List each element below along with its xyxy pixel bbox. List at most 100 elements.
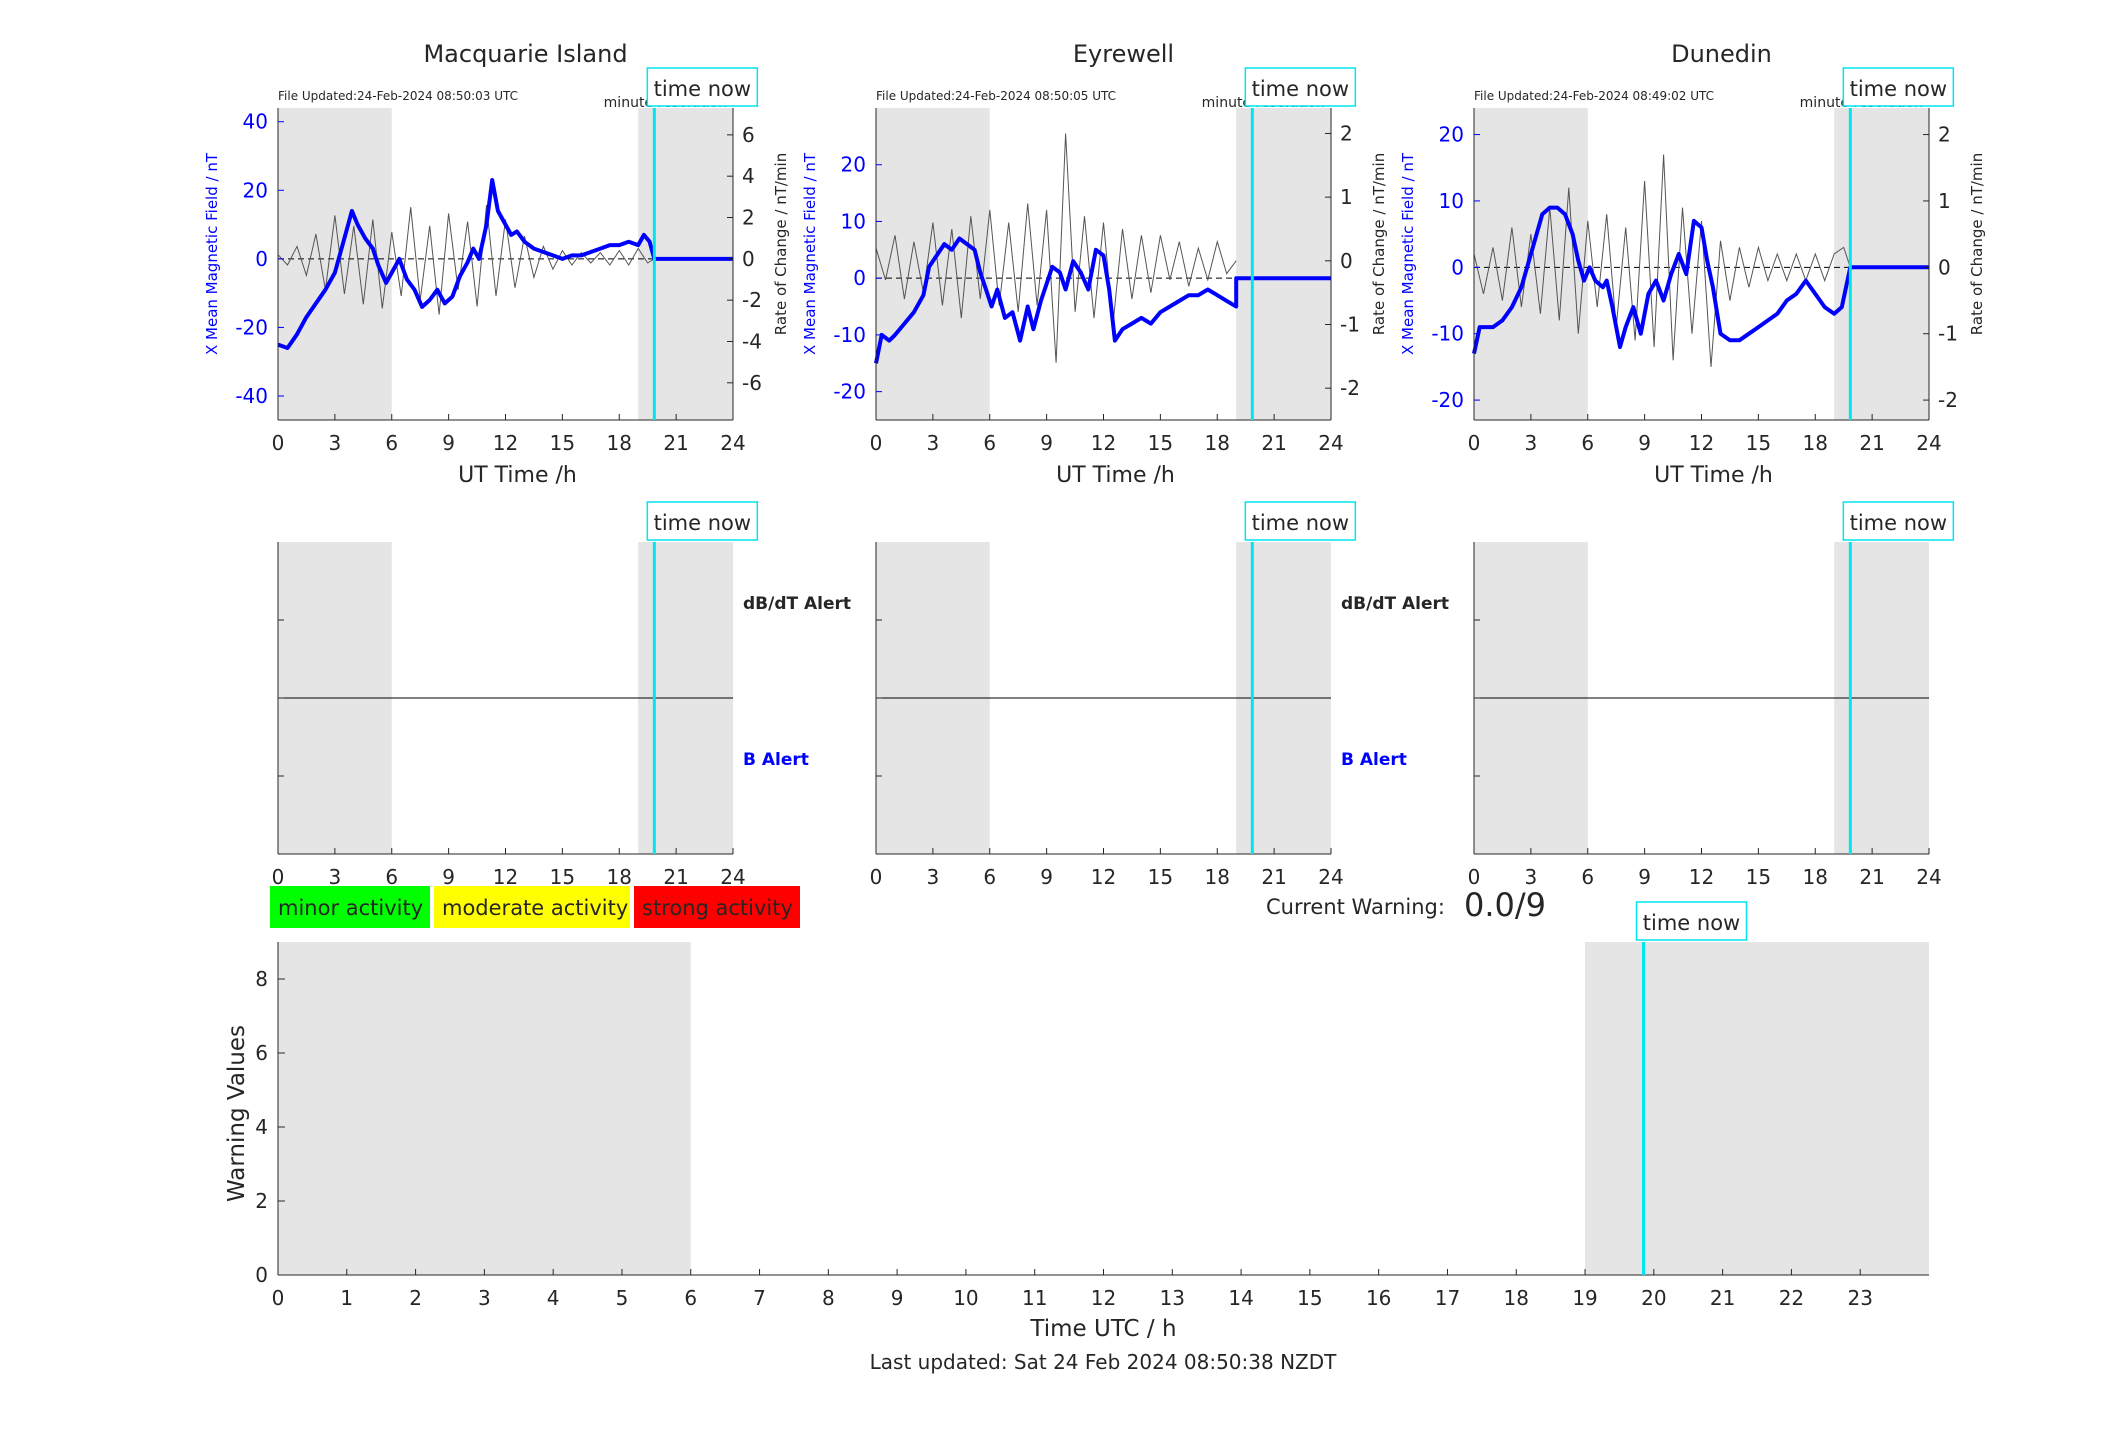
alert-panel-0-time-now-label: time now bbox=[654, 511, 751, 535]
alert-panel-2-xtick-label-1: 3 bbox=[1525, 865, 1538, 889]
warning-chart-xtick-label-9: 9 bbox=[891, 1286, 904, 1310]
top-panel-2-time-now-box bbox=[1842, 67, 1955, 107]
warning-chart-xtick-label-19: 19 bbox=[1572, 1286, 1597, 1310]
top-panel-0-ytick-right-label-6: 6 bbox=[742, 123, 755, 147]
top-panel-0-xtick-label-7: 21 bbox=[663, 431, 688, 455]
warning-chart-time-now-label: time now bbox=[1643, 911, 1740, 935]
top-panel-0-time-now-box bbox=[646, 67, 759, 107]
top-panel-1-time-now-label: time now bbox=[1252, 77, 1349, 101]
alert-panel-1-xtick-label-2: 6 bbox=[983, 865, 996, 889]
warning-chart-ytick-label-2: 4 bbox=[255, 1115, 268, 1139]
top-panel-1-time-now-box bbox=[1244, 67, 1357, 107]
top-panel-2-xtick-label-6: 18 bbox=[1803, 431, 1828, 455]
top-panel-1-ytick-right-label-4: 2 bbox=[1340, 121, 1353, 145]
top-panel-0-ytick-right-label-0: -6 bbox=[742, 371, 762, 395]
top-panel-0-shaded-interval-1 bbox=[638, 108, 733, 420]
top-panel-0-series-x-mean bbox=[277, 178, 733, 350]
top-panel-2-xtick-label-2: 6 bbox=[1581, 431, 1594, 455]
warning-chart-xtick-label-15: 15 bbox=[1297, 1286, 1322, 1310]
warning-chart-time-now-box bbox=[1635, 901, 1748, 941]
top-panel-1-ytick-right-label-0: -2 bbox=[1340, 376, 1360, 400]
warning-chart-xtick-label-4: 4 bbox=[547, 1286, 560, 1310]
warning-chart-xtick-label-20: 20 bbox=[1641, 1286, 1666, 1310]
top-panel-0-ytick-right-label-3: 0 bbox=[742, 247, 755, 271]
top-panel-0-time-now-label: time now bbox=[654, 77, 751, 101]
top-panel-1-ytick-right-label-1: -1 bbox=[1340, 312, 1360, 336]
top-panel-2-series-rate-of-change bbox=[1473, 154, 1851, 367]
top-panel-0-ytick-left-label-4: 40 bbox=[243, 110, 268, 134]
alert-panel-2-xtick-label-7: 21 bbox=[1859, 865, 1884, 889]
warning-chart-xtick-label-14: 14 bbox=[1228, 1286, 1253, 1310]
legend-label-0: minor activity bbox=[278, 896, 423, 920]
alert-panel-1-xtick-label-3: 9 bbox=[1040, 865, 1053, 889]
top-panel-1-xtick-label-7: 21 bbox=[1261, 431, 1286, 455]
alert-panel-0-xtick-label-1: 3 bbox=[329, 865, 342, 889]
top-panel-1-xtick-label-6: 18 bbox=[1205, 431, 1230, 455]
alert-panel-1-xtick-label-4: 12 bbox=[1091, 865, 1116, 889]
alert-panel-2-xtick-label-8: 24 bbox=[1916, 865, 1941, 889]
top-panel-1-ylabel-left: X Mean Magnetic Field / nT bbox=[801, 152, 819, 355]
top-panel-2-xlabel: UT Time /h bbox=[1654, 463, 1773, 488]
top-panel-2-xtick-label-0: 0 bbox=[1468, 431, 1481, 455]
top-panel-1-ytick-left-label-0: -20 bbox=[833, 380, 866, 404]
top-panel-0-station-title: Macquarie Island bbox=[423, 40, 627, 68]
top-panel-0-ytick-left-label-0: -40 bbox=[235, 384, 268, 408]
alert-panel-0-xtick-label-3: 9 bbox=[442, 865, 455, 889]
warning-chart-xlabel: Time UTC / h bbox=[1029, 1316, 1176, 1342]
top-panel-1-xtick-label-1: 3 bbox=[927, 431, 940, 455]
legend-swatch-1 bbox=[434, 886, 630, 928]
alert-panel-2-xtick-label-6: 18 bbox=[1803, 865, 1828, 889]
warning-chart-shaded-interval-0 bbox=[278, 942, 691, 1275]
top-panel-1-series-rate-of-change bbox=[875, 133, 1237, 363]
top-panel-0-ytick-right-label-4: 2 bbox=[742, 206, 755, 230]
top-panel-2-xtick-label-8: 24 bbox=[1916, 431, 1941, 455]
alert-panel-0-dbdt-alert-label: dB/dT Alert bbox=[743, 594, 851, 614]
top-panel-1-ytick-left-label-4: 20 bbox=[841, 153, 866, 177]
alert-panel-1-xtick-label-7: 21 bbox=[1261, 865, 1286, 889]
alert-panel-2-xtick-label-0: 0 bbox=[1468, 865, 1481, 889]
warning-chart-xtick-label-23: 23 bbox=[1847, 1286, 1872, 1310]
top-panel-2-xtick-label-5: 15 bbox=[1746, 431, 1771, 455]
top-panel-0-xtick-label-3: 9 bbox=[442, 431, 455, 455]
alert-panel-1-dbdt-alert-label: dB/dT Alert bbox=[1341, 594, 1449, 614]
top-panel-1-file-updated: File Updated:24-Feb-2024 08:50:05 UTC bbox=[876, 89, 1116, 103]
alert-panel-0: 0 3 6 9 12 15 18 21 24 dB/dT Alert B Alert time now bbox=[272, 501, 851, 889]
alert-panel-0-xtick-label-0: 0 bbox=[272, 865, 285, 889]
alert-panel-2-xtick-label-5: 15 bbox=[1746, 865, 1771, 889]
top-panel-1-ytick-left-label-3: 10 bbox=[841, 209, 866, 233]
alert-panel-2-xtick-label-2: 6 bbox=[1581, 865, 1594, 889]
top-panel-0-shaded-interval-0 bbox=[278, 108, 392, 420]
alert-panel-0-xtick-label-8: 24 bbox=[720, 865, 745, 889]
top-panel-2-station-title: Dunedin bbox=[1671, 40, 1772, 68]
top-panel-0-xtick-label-5: 15 bbox=[550, 431, 575, 455]
warning-chart-xtick-label-17: 17 bbox=[1435, 1286, 1460, 1310]
top-panel-0-xtick-label-1: 3 bbox=[329, 431, 342, 455]
top-panel-0-ylabel-left: X Mean Magnetic Field / nT bbox=[203, 152, 221, 355]
top-panel-0-ytick-left-label-2: 0 bbox=[255, 247, 268, 271]
warning-chart-ytick-label-0: 0 bbox=[255, 1263, 268, 1287]
alert-panel-2-time-now-box bbox=[1842, 501, 1955, 541]
top-panel-0-xtick-label-0: 0 bbox=[272, 431, 285, 455]
alert-panel-1-time-now-label: time now bbox=[1252, 511, 1349, 535]
warning-chart-xtick-label-21: 21 bbox=[1710, 1286, 1735, 1310]
warning-chart-xtick-label-22: 22 bbox=[1779, 1286, 1804, 1310]
warning-chart-xtick-label-13: 13 bbox=[1160, 1286, 1185, 1310]
top-panel-0-xtick-label-2: 6 bbox=[385, 431, 398, 455]
warning-chart-xtick-label-18: 18 bbox=[1504, 1286, 1529, 1310]
top-panel-1-xtick-label-2: 6 bbox=[983, 431, 996, 455]
top-panel-2-ytick-left-label-2: 0 bbox=[1451, 255, 1464, 279]
top-panel-1-xtick-label-5: 15 bbox=[1148, 431, 1173, 455]
warning-chart-xtick-label-3: 3 bbox=[478, 1286, 491, 1310]
alert-panel-0-xtick-label-7: 21 bbox=[663, 865, 688, 889]
warning-chart-shaded-interval-1 bbox=[1585, 942, 1929, 1275]
legend-swatch-0 bbox=[270, 886, 430, 928]
alert-panel-0-b-alert-label: B Alert bbox=[743, 750, 809, 770]
alert-panel-1-xtick-label-5: 15 bbox=[1148, 865, 1173, 889]
alert-panel-2-xtick-label-4: 12 bbox=[1689, 865, 1714, 889]
warning-chart-xtick-label-10: 10 bbox=[953, 1286, 978, 1310]
top-panel-2-ylabel-left: X Mean Magnetic Field / nT bbox=[1399, 152, 1417, 355]
